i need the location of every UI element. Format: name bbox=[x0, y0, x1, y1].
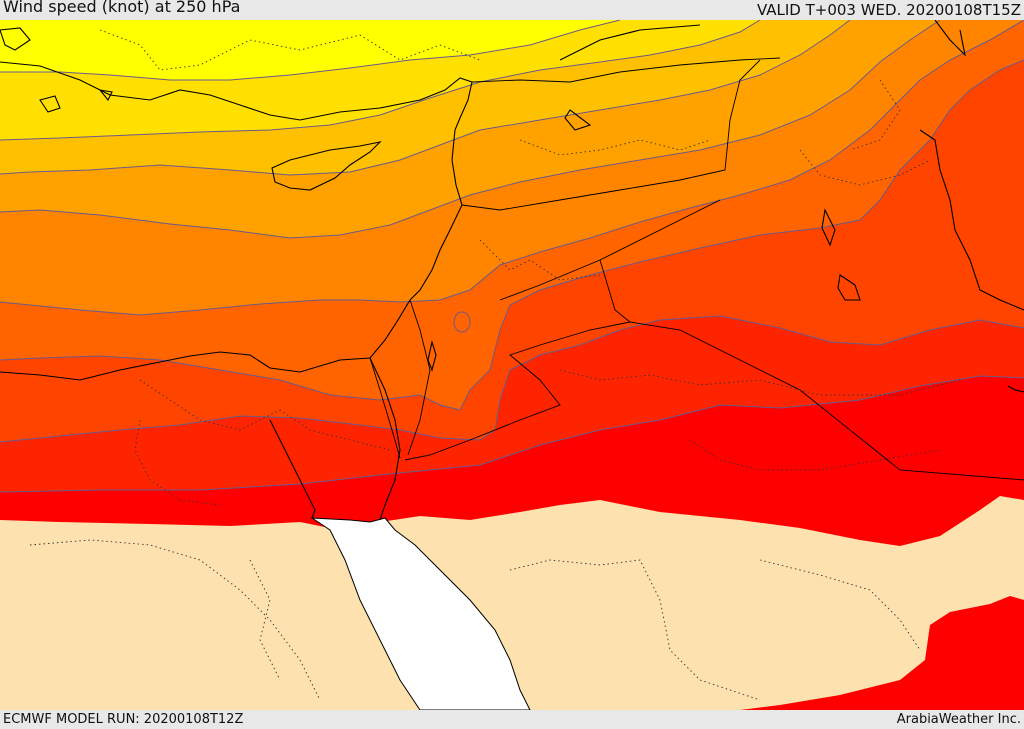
map-svg bbox=[0, 20, 1024, 710]
contour-lines bbox=[0, 20, 1024, 493]
contour-island bbox=[453, 311, 471, 333]
valid-time: VALID T+003 WED. 20200108T15Z bbox=[756, 1, 1021, 19]
credit: ArabiaWeather Inc. bbox=[896, 712, 1021, 727]
footer-bar: ECMWF MODEL RUN: 20200108T12Z ArabiaWeat… bbox=[0, 710, 1024, 729]
red-sea bbox=[310, 517, 531, 710]
admin-boundaries bbox=[29, 29, 961, 701]
land-low-wind bbox=[0, 496, 1024, 710]
map-title: Wind speed (knot) at 250 hPa bbox=[3, 0, 241, 16]
model-run: ECMWF MODEL RUN: 20200108T12Z bbox=[3, 712, 244, 727]
borders bbox=[369, 57, 1024, 481]
band-1 bbox=[0, 20, 620, 80]
header-bar: Wind speed (knot) at 250 hPa VALID T+003… bbox=[0, 0, 1024, 20]
wind-speed-map bbox=[0, 20, 1024, 710]
